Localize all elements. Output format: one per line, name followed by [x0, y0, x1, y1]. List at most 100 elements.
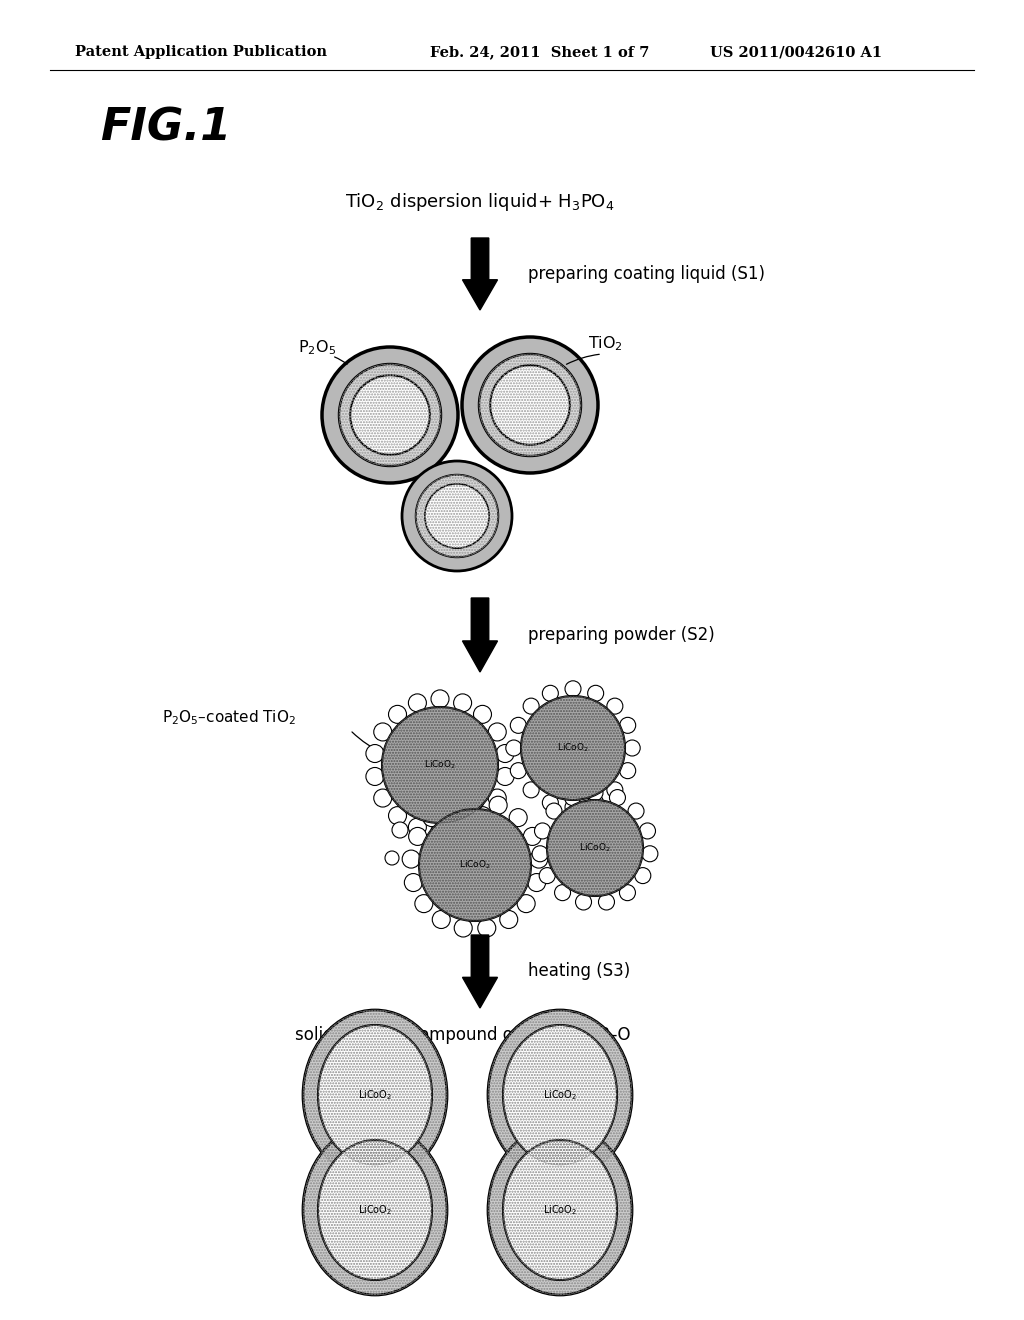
Circle shape [404, 874, 422, 891]
Polygon shape [463, 598, 498, 672]
Ellipse shape [488, 1125, 632, 1295]
Circle shape [620, 763, 636, 779]
Ellipse shape [318, 1026, 432, 1166]
Circle shape [588, 795, 604, 810]
Circle shape [555, 884, 570, 900]
Circle shape [374, 789, 392, 807]
Circle shape [488, 723, 506, 741]
Ellipse shape [318, 1140, 432, 1280]
Circle shape [416, 475, 499, 557]
Circle shape [510, 717, 526, 734]
Text: LiCoO$_2$: LiCoO$_2$ [579, 842, 611, 854]
Circle shape [388, 705, 407, 723]
Circle shape [640, 822, 655, 840]
Text: LiCoO$_2$: LiCoO$_2$ [357, 1203, 392, 1217]
Circle shape [547, 800, 643, 896]
Circle shape [462, 337, 598, 473]
Circle shape [540, 867, 555, 883]
Circle shape [431, 690, 449, 708]
Polygon shape [463, 935, 498, 1008]
Circle shape [575, 894, 592, 909]
Text: solid solution compound of Li–Ti–Co–P–O: solid solution compound of Li–Ti–Co–P–O [295, 1026, 631, 1044]
Circle shape [620, 884, 636, 900]
Circle shape [473, 807, 492, 825]
Ellipse shape [488, 1010, 632, 1180]
Text: LiCoO$_2$: LiCoO$_2$ [543, 1088, 578, 1102]
Circle shape [588, 685, 604, 701]
Circle shape [543, 795, 558, 810]
Circle shape [409, 828, 427, 845]
Circle shape [543, 685, 558, 701]
Circle shape [489, 796, 507, 814]
Circle shape [322, 347, 458, 483]
Circle shape [532, 846, 548, 862]
Text: preparing powder (S2): preparing powder (S2) [528, 626, 715, 644]
Circle shape [517, 895, 536, 912]
Text: LiCoO$_2$: LiCoO$_2$ [459, 859, 490, 871]
Circle shape [565, 799, 581, 816]
Circle shape [500, 911, 518, 928]
Circle shape [523, 698, 540, 714]
Circle shape [374, 723, 392, 741]
Text: TiO$_2$: TiO$_2$ [588, 335, 623, 354]
Text: preparing coating liquid (S1): preparing coating liquid (S1) [528, 265, 765, 282]
Circle shape [625, 741, 640, 756]
Circle shape [523, 828, 542, 845]
Circle shape [523, 781, 540, 797]
Circle shape [535, 822, 551, 840]
Text: LiCoO$_2$: LiCoO$_2$ [424, 759, 456, 771]
Text: heating (S3): heating (S3) [528, 962, 630, 981]
Text: LiCoO$_2$: LiCoO$_2$ [357, 1088, 392, 1102]
Text: P$_2$O$_5$–coated TiO$_2$: P$_2$O$_5$–coated TiO$_2$ [162, 709, 296, 727]
Circle shape [529, 850, 548, 869]
Circle shape [385, 851, 399, 865]
Text: Feb. 24, 2011  Sheet 1 of 7: Feb. 24, 2011 Sheet 1 of 7 [430, 45, 649, 59]
Text: US 2011/0042610 A1: US 2011/0042610 A1 [710, 45, 882, 59]
Circle shape [432, 911, 451, 928]
Text: LiCoO$_2$: LiCoO$_2$ [543, 1203, 578, 1217]
Circle shape [454, 818, 472, 836]
Circle shape [402, 461, 512, 572]
Circle shape [510, 763, 526, 779]
Circle shape [473, 705, 492, 723]
Circle shape [598, 894, 614, 909]
Text: FIG.1: FIG.1 [100, 107, 231, 149]
Circle shape [564, 789, 581, 805]
Circle shape [609, 789, 626, 805]
Circle shape [642, 846, 657, 862]
Circle shape [425, 484, 489, 548]
Circle shape [527, 874, 546, 891]
Circle shape [454, 694, 472, 711]
Circle shape [565, 681, 581, 697]
Text: P$_2$O$_5$: P$_2$O$_5$ [298, 339, 336, 358]
Circle shape [488, 789, 506, 807]
Circle shape [382, 708, 498, 822]
Circle shape [442, 796, 461, 814]
Circle shape [607, 698, 623, 714]
Circle shape [366, 767, 384, 785]
Circle shape [409, 818, 426, 836]
Circle shape [402, 850, 420, 869]
Circle shape [366, 744, 384, 763]
Polygon shape [463, 238, 498, 310]
Ellipse shape [503, 1140, 617, 1280]
Circle shape [496, 744, 514, 763]
Circle shape [455, 919, 472, 937]
Text: LiCoO$_2$: LiCoO$_2$ [557, 742, 589, 754]
Circle shape [409, 694, 426, 711]
Circle shape [431, 822, 449, 840]
Circle shape [339, 364, 441, 466]
Circle shape [546, 803, 562, 820]
Circle shape [587, 785, 603, 801]
Circle shape [506, 741, 522, 756]
Circle shape [388, 807, 407, 825]
Ellipse shape [503, 1026, 617, 1166]
Circle shape [350, 375, 430, 455]
Circle shape [490, 366, 569, 445]
Circle shape [496, 767, 514, 785]
Circle shape [392, 822, 408, 838]
Text: TiO$_2$ dispersion liquid+ H$_3$PO$_4$: TiO$_2$ dispersion liquid+ H$_3$PO$_4$ [345, 191, 614, 213]
Circle shape [415, 895, 433, 912]
Circle shape [521, 696, 625, 800]
Circle shape [479, 354, 581, 455]
